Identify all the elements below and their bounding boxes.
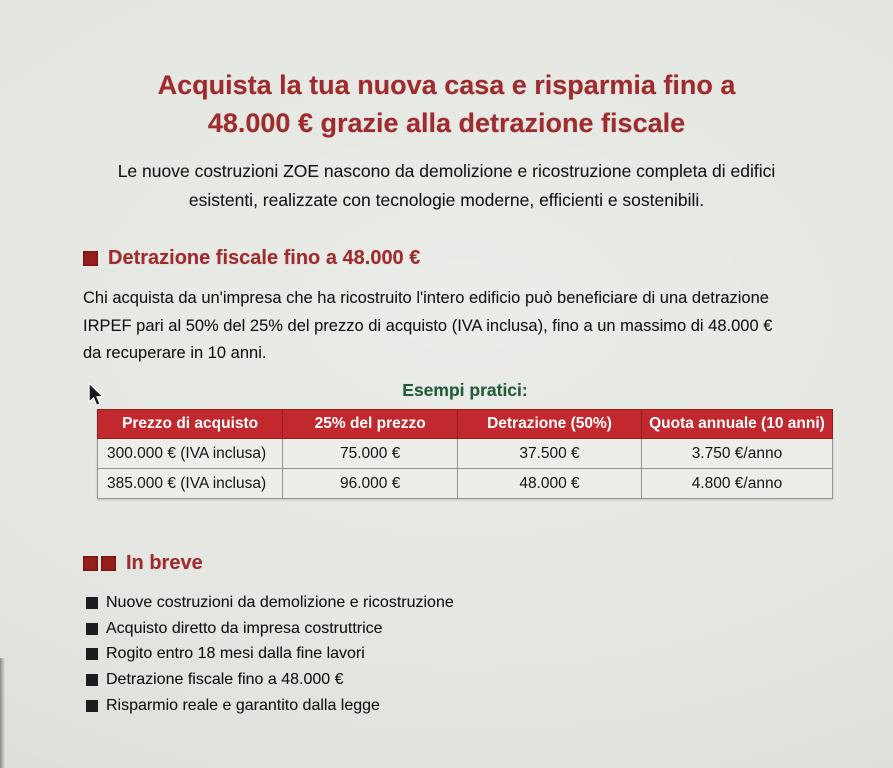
section-heading-in-breve: In breve bbox=[83, 552, 203, 575]
table-header-detrazione: Detrazione (50%) bbox=[457, 409, 642, 439]
table-cell: 385.000 € (IVA inclusa) bbox=[96, 468, 284, 499]
black-square-bullet-icon bbox=[86, 699, 98, 712]
table-row: 300.000 € (IVA inclusa) 75.000 € 37.500 … bbox=[96, 438, 834, 469]
examples-heading: Esempi pratici: bbox=[402, 380, 528, 400]
list-item-label: Acquisto diretto da impresa costruttrice bbox=[106, 619, 383, 637]
table-header-row: Prezzo di acquisto 25% del prezzo Detraz… bbox=[96, 409, 834, 439]
table-cell: 37.500 € bbox=[457, 438, 642, 469]
table-cell: 3.750 €/anno bbox=[640, 438, 834, 469]
black-square-bullet-icon bbox=[86, 648, 98, 661]
black-square-bullet-icon bbox=[86, 596, 98, 609]
table-cell: 75.000 € bbox=[282, 438, 459, 469]
list-item: Rogito entro 18 mesi dalla fine lavori bbox=[86, 641, 454, 667]
table-cell: 4.800 €/anno bbox=[640, 468, 834, 499]
table-header-prezzo: Prezzo di acquisto bbox=[96, 409, 284, 439]
section-heading-detrazione-label: Detrazione fiscale fino a 48.000 € bbox=[108, 247, 421, 269]
subtitle: Le nuove costruzioni ZOE nascono da demo… bbox=[0, 157, 893, 215]
list-item-label: Detrazione fiscale fino a 48.000 € bbox=[106, 671, 344, 689]
red-square-bullet-icon bbox=[83, 251, 98, 266]
section-heading-in-breve-label: In breve bbox=[126, 552, 203, 574]
detrazione-paragraph: Chi acquista da un'impresa che ha ricost… bbox=[83, 285, 843, 368]
list-item: Acquisto diretto da impresa costruttrice bbox=[86, 616, 454, 642]
list-item-label: Risparmio reale e garantito dalla legge bbox=[106, 696, 380, 714]
table-row: 385.000 € (IVA inclusa) 96.000 € 48.000 … bbox=[96, 468, 834, 499]
table-cell: 300.000 € (IVA inclusa) bbox=[96, 438, 284, 469]
page-title-line-1: Acquista la tua nuova casa e risparmia f… bbox=[157, 70, 736, 100]
list-item: Risparmio reale e garantito dalla legge bbox=[86, 693, 454, 719]
in-breve-list: Nuove costruzioni da demolizione e ricos… bbox=[86, 590, 454, 718]
list-item-label: Rogito entro 18 mesi dalla fine lavori bbox=[106, 645, 365, 663]
list-item: Nuove costruzioni da demolizione e ricos… bbox=[86, 590, 454, 616]
page-title-line-2: 48.000 € grazie alla detrazione fiscale bbox=[207, 108, 686, 138]
table-cell: 96.000 € bbox=[282, 468, 459, 499]
black-square-bullet-icon bbox=[86, 622, 98, 635]
table-cell: 48.000 € bbox=[457, 468, 642, 499]
subtitle-line-2: esistenti, realizzate con tecnologie mod… bbox=[188, 190, 705, 210]
black-square-bullet-icon bbox=[86, 673, 98, 686]
detrazione-paragraph-line-2: IRPEF pari al 50% del 25% del prezzo di … bbox=[83, 316, 773, 335]
red-square-bullet-icon bbox=[83, 556, 98, 571]
list-item-label: Nuove costruzioni da demolizione e ricos… bbox=[106, 594, 454, 611]
examples-table: Prezzo di acquisto 25% del prezzo Detraz… bbox=[96, 409, 834, 499]
detrazione-paragraph-line-3: da recuperare in 10 anni. bbox=[83, 344, 267, 362]
detrazione-paragraph-line-1: Chi acquista da un'impresa che ha ricost… bbox=[83, 289, 769, 307]
table-header-quota: Quota annuale (10 anni) bbox=[640, 409, 834, 439]
page-title: Acquista la tua nuova casa e risparmia f… bbox=[0, 66, 893, 142]
section-heading-detrazione: Detrazione fiscale fino a 48.000 € bbox=[83, 247, 420, 270]
list-item: Detrazione fiscale fino a 48.000 € bbox=[86, 667, 454, 693]
red-square-bullet-icon bbox=[101, 556, 116, 571]
table-header-25-percent: 25% del prezzo bbox=[282, 409, 459, 439]
photo-edge-shadow bbox=[0, 658, 5, 768]
subtitle-line-1: Le nuove costruzioni ZOE nascono da demo… bbox=[117, 161, 776, 181]
